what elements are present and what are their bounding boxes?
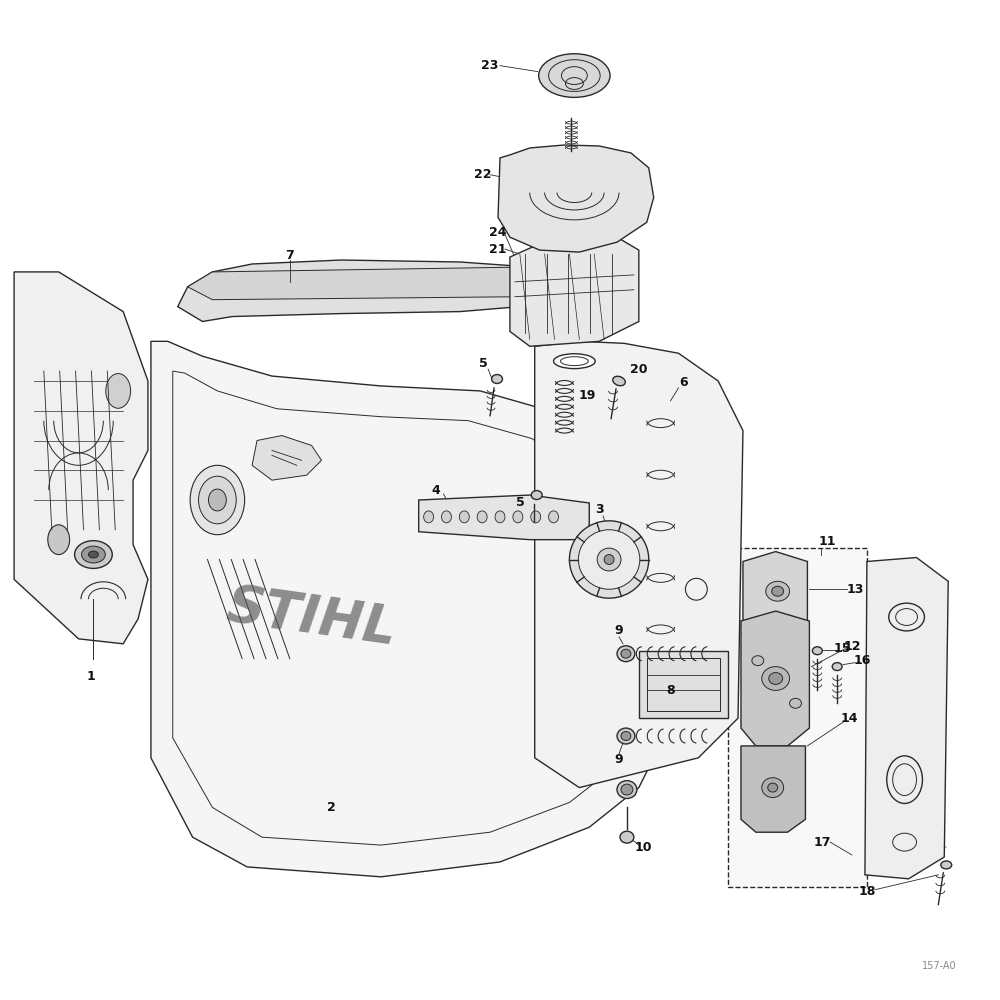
Text: 18: 18 (858, 885, 876, 898)
Polygon shape (535, 341, 743, 788)
Text: 24: 24 (489, 226, 507, 239)
Polygon shape (741, 611, 809, 746)
Text: STIHL: STIHL (223, 581, 400, 657)
Text: 8: 8 (666, 684, 675, 697)
Text: 14: 14 (840, 712, 858, 725)
Bar (639, 651, 728, 718)
Ellipse shape (82, 546, 105, 563)
Polygon shape (178, 260, 555, 322)
Ellipse shape (621, 784, 633, 795)
Ellipse shape (604, 555, 614, 564)
Ellipse shape (106, 374, 131, 408)
Text: 17: 17 (814, 836, 831, 849)
Text: 23: 23 (481, 59, 499, 72)
Ellipse shape (459, 511, 469, 523)
Text: 9: 9 (615, 624, 623, 637)
Text: 15: 15 (833, 642, 851, 655)
Ellipse shape (477, 511, 487, 523)
Text: 5: 5 (516, 496, 525, 509)
Text: 5: 5 (479, 357, 488, 370)
Ellipse shape (513, 511, 523, 523)
Ellipse shape (832, 663, 842, 671)
Ellipse shape (199, 476, 236, 524)
Ellipse shape (768, 783, 778, 792)
Polygon shape (743, 552, 807, 631)
Ellipse shape (495, 511, 505, 523)
Ellipse shape (617, 781, 637, 798)
Polygon shape (498, 145, 654, 252)
Ellipse shape (621, 732, 631, 740)
Text: 1: 1 (87, 670, 96, 683)
Text: 20: 20 (630, 363, 648, 376)
Text: 22: 22 (474, 168, 492, 181)
Ellipse shape (75, 541, 112, 568)
Ellipse shape (492, 375, 502, 383)
Text: 13: 13 (846, 583, 864, 596)
Text: 3: 3 (595, 503, 603, 516)
Text: 157-A0: 157-A0 (922, 961, 956, 971)
Ellipse shape (812, 647, 822, 655)
Ellipse shape (772, 586, 784, 596)
Ellipse shape (762, 778, 784, 798)
Ellipse shape (762, 667, 790, 690)
Ellipse shape (613, 376, 625, 386)
Ellipse shape (617, 646, 635, 662)
Ellipse shape (48, 525, 70, 555)
Ellipse shape (190, 465, 245, 535)
Bar (647, 658, 720, 711)
Ellipse shape (554, 354, 595, 369)
Ellipse shape (424, 511, 434, 523)
Ellipse shape (88, 551, 98, 558)
Ellipse shape (208, 489, 226, 511)
Ellipse shape (531, 491, 542, 500)
Ellipse shape (549, 511, 559, 523)
Text: 19: 19 (579, 389, 596, 402)
Ellipse shape (441, 511, 451, 523)
Text: 6: 6 (679, 376, 688, 389)
Ellipse shape (531, 511, 541, 523)
Text: 9: 9 (615, 753, 623, 766)
Polygon shape (14, 272, 148, 644)
Polygon shape (252, 436, 322, 480)
Text: 21: 21 (489, 243, 507, 256)
Polygon shape (865, 558, 948, 879)
Text: 4: 4 (431, 484, 440, 497)
Polygon shape (419, 495, 589, 540)
Polygon shape (741, 746, 805, 832)
Polygon shape (510, 237, 639, 346)
Text: 11: 11 (819, 535, 836, 548)
Ellipse shape (569, 521, 649, 598)
Ellipse shape (539, 54, 610, 97)
Text: 16: 16 (853, 654, 871, 667)
Ellipse shape (790, 698, 801, 708)
Ellipse shape (941, 861, 952, 869)
Polygon shape (151, 341, 659, 877)
Text: 10: 10 (635, 841, 653, 854)
Ellipse shape (769, 673, 783, 684)
Ellipse shape (620, 831, 634, 843)
Text: 12: 12 (843, 640, 861, 653)
Polygon shape (728, 548, 867, 887)
Ellipse shape (752, 656, 764, 666)
Text: 7: 7 (285, 249, 294, 262)
Text: 2: 2 (327, 801, 336, 814)
Text: Ghs: Ghs (318, 426, 643, 574)
Ellipse shape (617, 728, 635, 744)
Ellipse shape (766, 581, 790, 601)
Ellipse shape (578, 530, 640, 589)
Polygon shape (188, 267, 555, 300)
Ellipse shape (597, 548, 621, 571)
Ellipse shape (621, 649, 631, 658)
